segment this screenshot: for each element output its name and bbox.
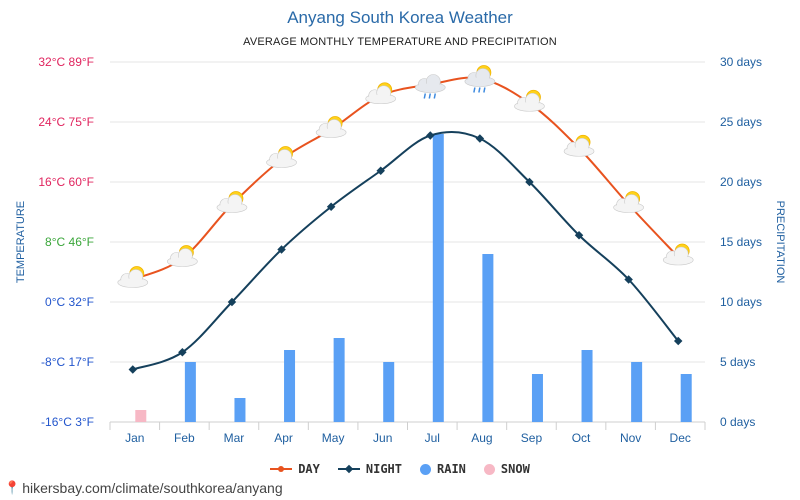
chart-title: Anyang South Korea Weather — [287, 8, 513, 27]
night-point — [673, 336, 683, 346]
left-axis-title: TEMPERATURE — [15, 201, 27, 283]
sun-cloud-icon — [514, 89, 545, 112]
sun-cloud-icon — [613, 191, 644, 213]
day-line-icon — [270, 466, 293, 472]
night-point — [475, 134, 485, 143]
night-point — [376, 166, 385, 175]
x-tick-label: Jul — [425, 431, 440, 445]
x-tick-label: Oct — [572, 431, 591, 445]
left-tick-label: -8°C 17°F — [41, 355, 94, 369]
right-tick-label: 15 days — [720, 235, 762, 249]
left-tick-label: 32°C 89°F — [38, 55, 94, 69]
rain-cloud-icon — [414, 74, 446, 99]
chart-legend: DAY NIGHT RAIN SNOW — [0, 462, 800, 476]
chart-subtitle: AVERAGE MONTHLY TEMPERATURE AND PRECIPIT… — [243, 36, 557, 48]
legend-night[interactable]: NIGHT — [337, 462, 402, 476]
weather-icons — [117, 65, 694, 288]
x-tick-label: Apr — [274, 431, 293, 445]
sun-cloud-icon — [315, 116, 347, 138]
left-tick-label: -16°C 3°F — [41, 415, 94, 429]
night-point — [624, 275, 633, 284]
legend-rain[interactable]: RAIN — [420, 462, 466, 476]
x-tick-label: Nov — [620, 431, 641, 445]
rain-bar — [680, 374, 692, 422]
night-line — [132, 131, 679, 371]
right-tick-label: 5 days — [720, 355, 755, 369]
legend-rain-label: RAIN — [437, 462, 466, 476]
night-point — [326, 202, 336, 211]
legend-snow[interactable]: SNOW — [483, 462, 530, 476]
right-tick-label: 20 days — [720, 175, 762, 189]
x-tick-label: May — [322, 431, 345, 445]
temperature-lines — [128, 76, 683, 374]
sun-cloud-icon — [563, 134, 595, 157]
sun-cloud-icon — [167, 245, 198, 267]
source-text: hikersbay.com/climate/southkorea/anyang — [22, 480, 283, 496]
right-tick-label: 0 days — [720, 415, 755, 429]
legend-day[interactable]: DAY — [270, 462, 320, 476]
legend-day-label: DAY — [298, 462, 320, 476]
rain-dot-icon — [420, 463, 431, 475]
right-axis-title: PRECIPITATION — [774, 201, 786, 284]
x-tick-label: Dec — [670, 431, 691, 445]
night-point — [426, 131, 435, 140]
night-point — [128, 365, 138, 374]
legend-snow-label: SNOW — [500, 462, 530, 476]
x-tick-label: Jan — [125, 431, 144, 445]
left-tick-label: 16°C 60°F — [38, 175, 94, 189]
sun-cloud-icon — [216, 191, 248, 213]
rain-bar — [482, 254, 494, 422]
rain-bar — [581, 350, 593, 422]
night-point — [178, 348, 187, 357]
x-tick-label: Feb — [174, 431, 195, 445]
rain-bar — [184, 362, 196, 422]
night-point — [277, 245, 286, 254]
rain-bar — [383, 362, 395, 422]
right-tick-label: 25 days — [720, 115, 762, 129]
left-tick-label: 0°C 32°F — [45, 295, 94, 309]
grid-lines — [109, 61, 706, 430]
left-tick-label: 8°C 46°F — [45, 235, 94, 249]
sun-cloud-icon — [117, 266, 149, 288]
rain-bar — [333, 338, 345, 422]
sun-cloud-icon — [365, 82, 397, 105]
night-line-icon — [337, 464, 360, 474]
snow-bar — [135, 410, 147, 422]
source-link[interactable]: 📍 hikersbay.com/climate/southkorea/anyan… — [4, 480, 283, 496]
precipitation-bars — [135, 134, 692, 422]
x-tick-label: Aug — [471, 431, 492, 445]
right-tick-label: 30 days — [720, 55, 762, 69]
rain-bar — [432, 134, 444, 422]
night-point — [227, 297, 237, 307]
x-tick-label: Sep — [521, 431, 543, 445]
rain-bar — [284, 350, 296, 422]
day-line — [132, 76, 679, 281]
left-tick-label: 24°C 75°F — [38, 115, 94, 129]
rain-bar — [531, 374, 543, 422]
location-pin-icon: 📍 — [4, 480, 21, 495]
legend-night-label: NIGHT — [365, 462, 402, 476]
x-tick-label: Mar — [224, 431, 245, 445]
axes: 32°C 89°F 24°C 75°F 16°C 60°F 8°C 46°F 0°C 3… — [15, 55, 786, 445]
x-tick-label: Jun — [373, 431, 392, 445]
sun-cloud-icon — [662, 243, 694, 266]
rain-bar — [631, 362, 643, 422]
rain-bar — [234, 398, 246, 422]
right-tick-label: 10 days — [720, 295, 762, 309]
rain-sun-cloud-icon — [464, 65, 496, 93]
snow-dot-icon — [483, 463, 495, 475]
sun-cloud-icon — [266, 146, 297, 168]
